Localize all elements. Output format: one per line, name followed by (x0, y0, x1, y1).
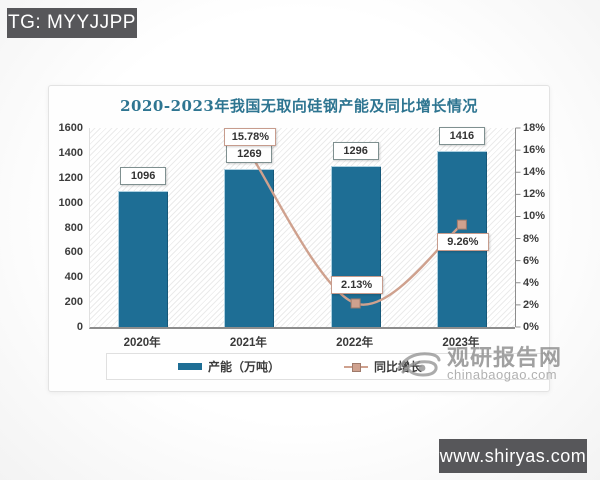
bar-2020年 (118, 190, 169, 327)
left-axis-tick: 1600 (58, 122, 83, 134)
growth-value-label: 2.13% (330, 276, 383, 295)
left-axis-tick: 600 (64, 246, 83, 259)
legend-item-growth: 同比增长 (344, 354, 422, 379)
x-axis-label: 2023年 (442, 337, 480, 349)
chart-title: 2020-2023年我国无取向硅钢产能及同比增长情况 (120, 97, 478, 115)
line-marker-icon (352, 362, 361, 372)
right-axis-tick: 4% (523, 276, 539, 289)
right-axis-tick: 0% (523, 321, 539, 333)
right-axis-tick: 2% (523, 298, 539, 311)
left-axis-tick: 800 (64, 221, 83, 234)
bar-2021年 (224, 169, 275, 327)
x-axis-label: 2022年 (336, 337, 374, 349)
x-axis: 2020年 2021年 2022年 2023年 (89, 334, 514, 350)
growth-value-label: 9.26% (436, 232, 489, 251)
right-axis-tick: 8% (523, 232, 539, 245)
bar-value-label: 1416 (438, 127, 485, 145)
right-axis-tick: 16% (523, 144, 546, 157)
growth-line-layer (244, 127, 521, 328)
right-axis-tick: 10% (523, 210, 546, 223)
left-axis-tick: 400 (64, 271, 83, 284)
bar-value-label: 1269 (226, 145, 273, 164)
growth-value-label: 15.78% (224, 128, 277, 146)
left-axis-tick: 1200 (58, 171, 83, 184)
left-axis-tick: 200 (64, 296, 83, 309)
x-axis-label: 2020年 (123, 337, 161, 349)
bar-value-label: 1096 (120, 166, 167, 185)
x-axis-label: 2021年 (229, 337, 267, 349)
right-axis-line (515, 127, 521, 328)
left-axis: 1600 1400 1200 1000 800 600 400 200 0 (49, 122, 85, 333)
legend-item-capacity: 产能（万吨） (178, 354, 280, 379)
line-point-marker (456, 219, 467, 230)
right-axis-tick: 6% (523, 254, 539, 267)
plot-area: 1096 1269 1296 1416 15.78% 2.13% 9.26% (89, 127, 521, 329)
right-axis-tick: 12% (523, 188, 546, 201)
legend-label-capacity: 产能（万吨） (208, 360, 281, 374)
line-point-marker (350, 298, 361, 309)
line-series-swatch (344, 362, 368, 372)
left-axis-tick: 1000 (58, 196, 83, 209)
chart-card: 2020-2023年我国无取向硅钢产能及同比增长情况 1600 1400 1200 1… (48, 85, 561, 392)
left-axis-tick: 1400 (58, 146, 83, 159)
watermark-tag-badge: TG: MYYJJPP (7, 8, 137, 38)
bar-series-swatch (178, 363, 202, 370)
watermark-site-badge: www.shiryas.com (439, 439, 587, 473)
legend-label-growth: 同比增长 (374, 360, 423, 374)
left-axis-tick: 0 (76, 321, 83, 333)
legend: 产能（万吨） 同比增长 (106, 353, 549, 380)
right-axis: 18% 16% 14% 12% 10% 8% 6% 4% 2% 0% (523, 122, 549, 333)
bar-value-label: 1296 (332, 141, 379, 160)
right-axis-tick: 14% (523, 166, 546, 179)
right-axis-tick: 18% (523, 122, 546, 134)
